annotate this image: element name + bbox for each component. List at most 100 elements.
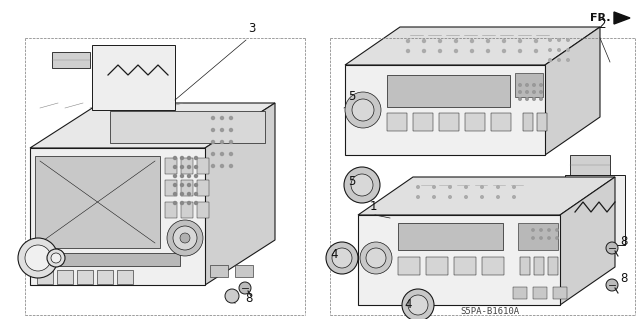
Polygon shape (570, 155, 610, 178)
Polygon shape (181, 158, 193, 174)
Text: 2: 2 (598, 18, 605, 31)
Circle shape (540, 98, 542, 100)
Circle shape (230, 129, 232, 131)
Polygon shape (537, 113, 547, 131)
Circle shape (225, 289, 239, 303)
Polygon shape (117, 270, 133, 284)
Polygon shape (165, 202, 177, 218)
Text: FR.: FR. (590, 13, 611, 23)
Circle shape (449, 196, 451, 198)
Circle shape (532, 84, 535, 86)
Circle shape (345, 92, 381, 128)
Circle shape (180, 166, 184, 168)
Circle shape (497, 186, 499, 188)
Polygon shape (548, 257, 558, 275)
Circle shape (406, 49, 410, 53)
Text: 8: 8 (620, 235, 627, 248)
Polygon shape (387, 75, 510, 107)
Polygon shape (398, 257, 420, 275)
Polygon shape (57, 270, 73, 284)
Circle shape (438, 49, 442, 53)
Circle shape (556, 237, 558, 239)
Circle shape (465, 196, 467, 198)
Polygon shape (523, 113, 533, 131)
Circle shape (326, 242, 358, 274)
Circle shape (518, 98, 522, 100)
Polygon shape (197, 202, 209, 218)
Polygon shape (165, 158, 177, 174)
Circle shape (557, 59, 560, 61)
Polygon shape (465, 113, 485, 131)
Circle shape (470, 49, 474, 53)
Polygon shape (197, 180, 209, 196)
Circle shape (173, 166, 177, 168)
Circle shape (173, 174, 177, 177)
Circle shape (422, 49, 426, 53)
Circle shape (167, 220, 203, 256)
Circle shape (540, 229, 542, 231)
Circle shape (173, 183, 177, 187)
Polygon shape (165, 180, 177, 196)
Circle shape (540, 91, 542, 93)
Circle shape (540, 84, 542, 86)
Polygon shape (37, 270, 53, 284)
Circle shape (188, 192, 191, 196)
Circle shape (366, 248, 386, 268)
Circle shape (195, 192, 198, 196)
Polygon shape (426, 257, 448, 275)
Text: 8: 8 (620, 272, 627, 285)
Circle shape (497, 196, 499, 198)
Polygon shape (35, 253, 180, 266)
Circle shape (534, 40, 538, 42)
Circle shape (51, 253, 61, 263)
Circle shape (221, 140, 223, 144)
Circle shape (433, 186, 435, 188)
Circle shape (173, 192, 177, 196)
Circle shape (566, 49, 570, 51)
Polygon shape (533, 287, 547, 299)
Circle shape (173, 157, 177, 160)
Circle shape (422, 40, 426, 42)
Circle shape (211, 116, 214, 120)
Polygon shape (30, 103, 275, 148)
Polygon shape (491, 113, 511, 131)
Circle shape (195, 166, 198, 168)
Circle shape (454, 49, 458, 53)
Circle shape (454, 40, 458, 42)
Polygon shape (30, 148, 205, 285)
Polygon shape (560, 177, 615, 305)
Text: 5: 5 (348, 175, 355, 188)
Circle shape (548, 237, 550, 239)
Circle shape (195, 174, 198, 177)
Polygon shape (413, 113, 433, 131)
Polygon shape (553, 287, 567, 299)
Polygon shape (513, 287, 527, 299)
Circle shape (566, 59, 570, 61)
Polygon shape (518, 223, 558, 250)
Circle shape (180, 157, 184, 160)
Circle shape (188, 166, 191, 168)
Circle shape (449, 186, 451, 188)
Circle shape (180, 202, 184, 204)
Circle shape (239, 282, 251, 294)
Circle shape (344, 167, 380, 203)
Polygon shape (110, 111, 265, 143)
Text: S5PA-B1610A: S5PA-B1610A (460, 307, 520, 315)
Circle shape (195, 157, 198, 160)
Polygon shape (520, 257, 530, 275)
Polygon shape (439, 113, 459, 131)
Circle shape (513, 186, 515, 188)
Polygon shape (77, 270, 93, 284)
Circle shape (518, 40, 522, 42)
Circle shape (486, 40, 490, 42)
Circle shape (470, 40, 474, 42)
Circle shape (417, 186, 419, 188)
Circle shape (532, 91, 535, 93)
Text: 5: 5 (348, 90, 355, 103)
Circle shape (230, 152, 232, 155)
Circle shape (518, 49, 522, 53)
Circle shape (513, 196, 515, 198)
Polygon shape (345, 65, 545, 155)
Circle shape (352, 99, 374, 121)
Circle shape (406, 40, 410, 42)
